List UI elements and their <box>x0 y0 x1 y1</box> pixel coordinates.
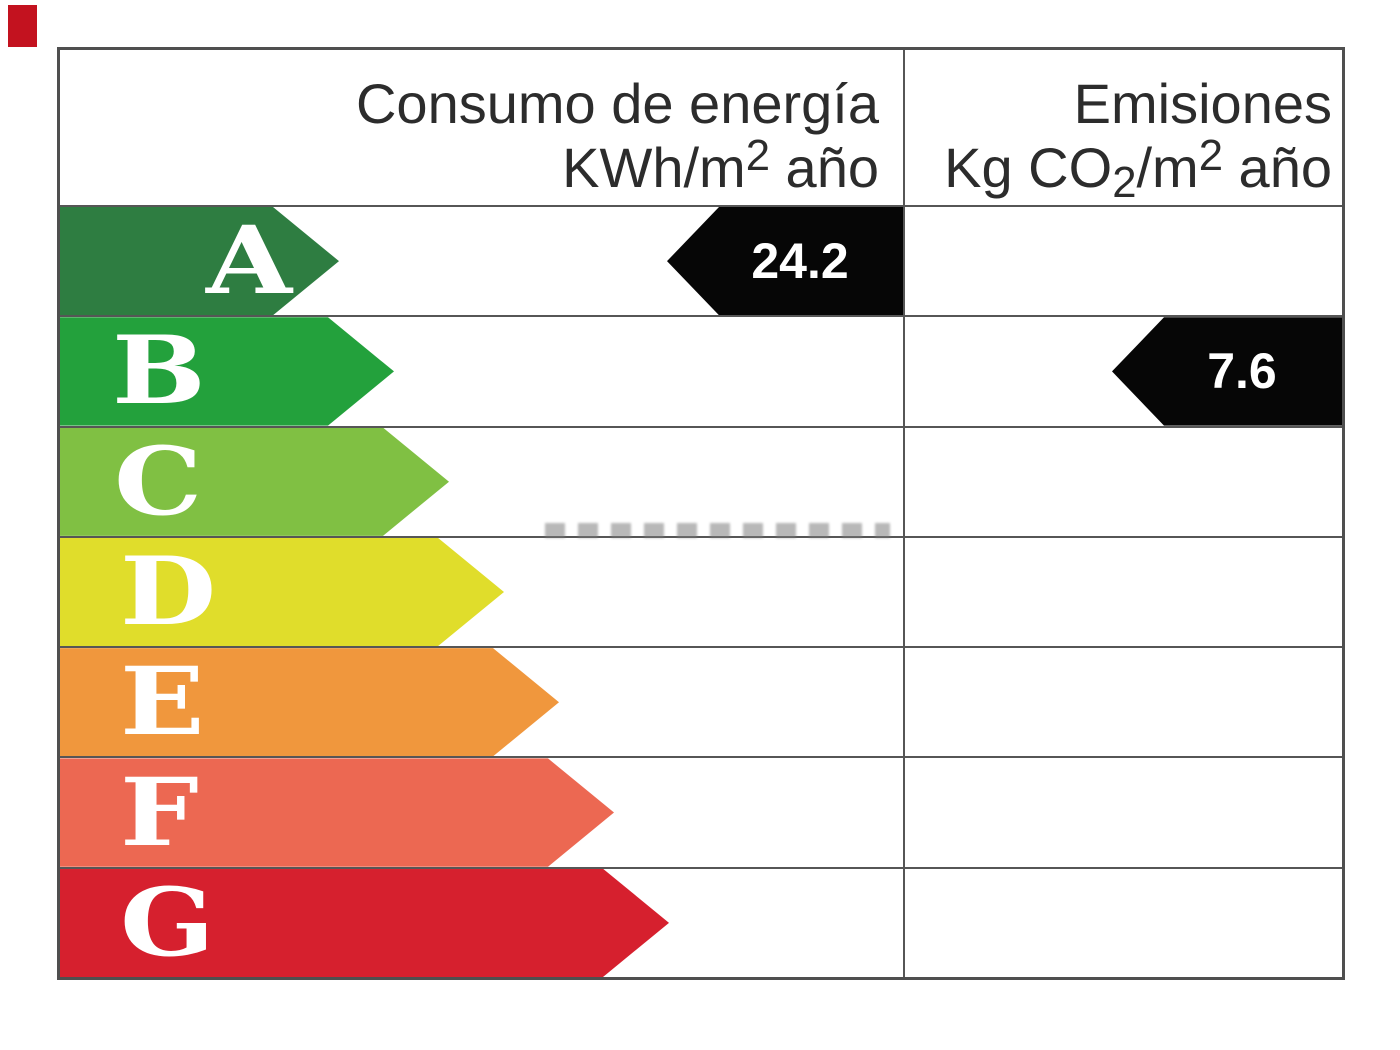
rating-table: Consumo de energía KWh/m2 año Emisiones … <box>57 47 1345 980</box>
emissions-value: 7.6 <box>1207 343 1277 400</box>
rating-letter-a: A <box>206 206 293 317</box>
consumption-value-arrow: 24.2 <box>667 207 903 316</box>
rating-letter-d: D <box>120 536 217 647</box>
watermark <box>545 523 890 538</box>
subscript-2: 2 <box>1112 157 1137 207</box>
red-marker <box>8 5 37 47</box>
rating-row-d: D <box>60 535 1342 646</box>
rating-arrow-f: F <box>60 758 614 866</box>
rating-row-e: E <box>60 646 1342 756</box>
column-header-emissions: Emisiones Kg CO2/m2 año <box>903 50 1342 207</box>
consumption-header-line2: KWh/m2 año <box>562 131 879 199</box>
rating-row-f: F <box>60 756 1342 866</box>
rating-letter-e: E <box>120 647 205 758</box>
rating-row-a: A 24.2 <box>60 205 1342 316</box>
rating-row-g: G <box>60 866 1342 977</box>
consumption-header-line1: Consumo de energía <box>355 72 879 135</box>
rating-arrow-b: B <box>60 317 394 425</box>
superscript-2: 2 <box>1198 131 1223 181</box>
superscript-2: 2 <box>745 131 770 181</box>
consumption-value: 24.2 <box>751 233 849 290</box>
column-divider <box>903 50 905 977</box>
rating-letter-b: B <box>112 316 206 427</box>
rating-rows: A 24.2 B 7.6 C D E F G <box>60 205 1342 977</box>
emissions-header-line2: Kg CO2/m2 año <box>944 131 1332 207</box>
rating-arrow-g: G <box>60 869 669 977</box>
rating-letter-c: C <box>114 426 203 537</box>
table-header: Consumo de energía KWh/m2 año Emisiones … <box>60 50 1342 207</box>
rating-letter-g: G <box>120 867 215 978</box>
emissions-value-arrow: 7.6 <box>1112 317 1342 426</box>
rating-arrow-a: A <box>60 207 339 315</box>
rating-row-b: B 7.6 <box>60 315 1342 426</box>
rating-arrow-e: E <box>60 648 559 756</box>
emissions-header-line1: Emisiones <box>1073 72 1332 135</box>
rating-arrow-c: C <box>60 428 449 536</box>
rating-row-c: C <box>60 425 1342 536</box>
column-header-consumption: Consumo de energía KWh/m2 año <box>60 50 903 205</box>
rating-arrow-d: D <box>60 538 504 646</box>
rating-letter-f: F <box>120 757 199 868</box>
